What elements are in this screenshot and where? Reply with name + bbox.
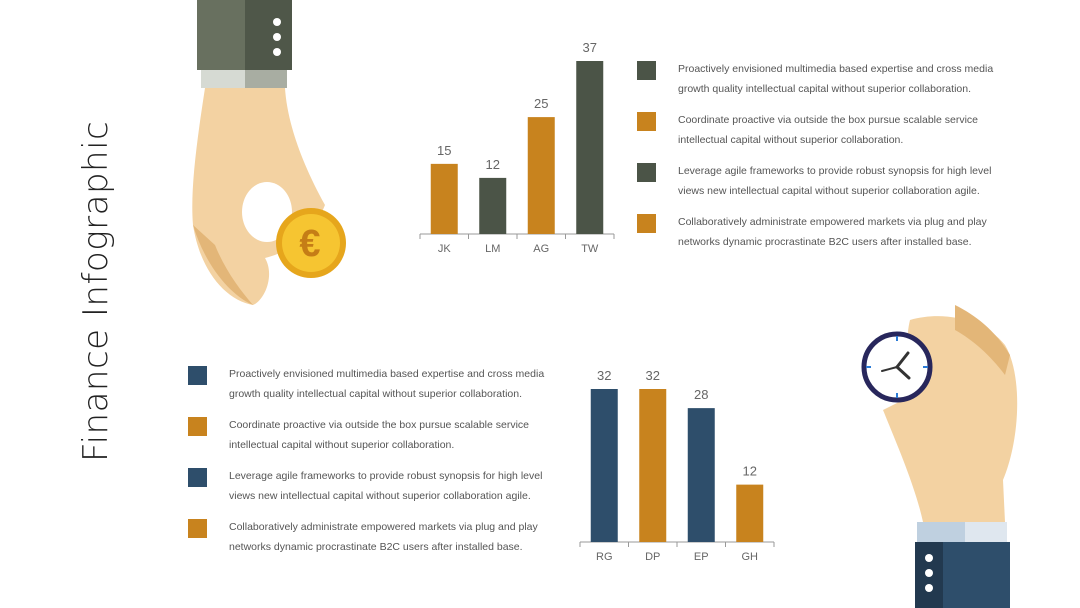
legend-swatch	[637, 214, 656, 233]
data-label: 12	[486, 157, 500, 172]
legend-text: Leverage agile frameworks to provide rob…	[229, 470, 543, 502]
legend-swatch	[637, 112, 656, 131]
data-label: 15	[437, 143, 451, 158]
category-label: TW	[581, 243, 599, 255]
bottom-legend-item: Coordinate proactive via outside the box…	[188, 415, 578, 466]
slide-title: Finance Infographic	[76, 120, 116, 462]
legend-swatch	[637, 61, 656, 80]
bar	[736, 484, 764, 542]
category-label: AG	[533, 243, 549, 255]
top-legend-item: Proactively envisioned multimedia based …	[637, 59, 1027, 110]
clock-icon	[861, 331, 933, 403]
legend-text: Proactively envisioned multimedia based …	[678, 63, 994, 95]
legend-text: Collaboratively administrate empowered m…	[678, 216, 987, 248]
bar	[687, 408, 715, 542]
legend-swatch	[188, 417, 207, 436]
category-label: JK	[438, 243, 452, 255]
bottom-bar-chart: 32 RG 32 DP 28 EP 12 GH	[579, 368, 775, 563]
bar	[639, 389, 667, 542]
bar	[430, 163, 458, 234]
top-legend: Proactively envisioned multimedia based …	[637, 59, 1027, 263]
data-label: 32	[646, 368, 660, 383]
data-label: 37	[583, 40, 597, 55]
legend-swatch	[188, 366, 207, 385]
category-label: EP	[694, 551, 709, 563]
bar	[576, 61, 604, 234]
legend-swatch	[188, 468, 207, 487]
bar	[590, 389, 618, 542]
hand-holding-coin-icon	[192, 0, 325, 305]
top-bar-chart: 15 JK 12 LM 25 AG 37 TW	[419, 40, 615, 255]
data-label: 12	[743, 464, 757, 479]
top-legend-item: Coordinate proactive via outside the box…	[637, 110, 1027, 161]
legend-text: Collaboratively administrate empowered m…	[229, 521, 538, 553]
legend-text: Leverage agile frameworks to provide rob…	[678, 165, 992, 197]
bottom-legend: Proactively envisioned multimedia based …	[188, 364, 578, 568]
bar	[479, 177, 507, 234]
category-label: DP	[645, 551, 660, 563]
legend-text: Coordinate proactive via outside the box…	[229, 419, 530, 451]
top-legend-item: Collaboratively administrate empowered m…	[637, 212, 1027, 263]
category-label: RG	[596, 551, 613, 563]
bottom-legend-item: Proactively envisioned multimedia based …	[188, 364, 578, 415]
legend-text: Proactively envisioned multimedia based …	[229, 368, 545, 400]
top-legend-item: Leverage agile frameworks to provide rob…	[637, 161, 1027, 212]
legend-swatch	[188, 519, 207, 538]
bar	[527, 117, 555, 234]
bottom-legend-item: Leverage agile frameworks to provide rob…	[188, 466, 578, 517]
legend-swatch	[637, 163, 656, 182]
svg-text:€: €	[299, 223, 320, 265]
category-label: GH	[742, 551, 759, 563]
legend-text: Coordinate proactive via outside the box…	[678, 114, 979, 146]
euro-coin-icon: €	[276, 208, 346, 278]
data-label: 32	[597, 368, 611, 383]
data-label: 28	[694, 387, 708, 402]
bottom-legend-item: Collaboratively administrate empowered m…	[188, 517, 578, 568]
category-label: LM	[485, 243, 500, 255]
data-label: 25	[534, 96, 548, 111]
